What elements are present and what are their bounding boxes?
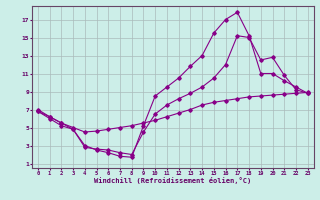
X-axis label: Windchill (Refroidissement éolien,°C): Windchill (Refroidissement éolien,°C) <box>94 177 252 184</box>
